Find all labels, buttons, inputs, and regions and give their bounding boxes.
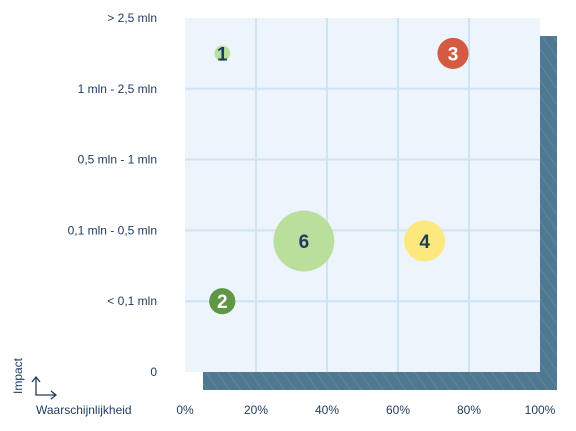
bubble-4 [404, 220, 446, 262]
bubble-2 [209, 288, 236, 315]
plot-area [185, 18, 540, 372]
y-axis-title: Impact [11, 357, 25, 394]
bubble-label-6: 6 [299, 232, 310, 253]
grid-lines [185, 18, 540, 372]
bubble-6 [273, 210, 335, 272]
y-axis-ticks: 0 < 0,1 mln 0,1 mln - 0,5 mln 0,5 mln - 1 m… [68, 11, 158, 379]
y-tick-label: 0,5 mln - 1 mln [78, 153, 157, 167]
axes-arrow-icon [31, 375, 58, 400]
y-tick-label: > 2,5 mln [107, 11, 157, 25]
x-tick-label: 40% [315, 403, 339, 417]
x-tick-label: 100% [525, 403, 556, 417]
bubble-label-2: 2 [217, 292, 228, 313]
y-tick-label: 0,1 mln - 0,5 mln [68, 223, 157, 237]
bubble-label-1: 1 [217, 44, 228, 65]
bubble-label-3: 3 [448, 44, 459, 65]
x-tick-label: 60% [386, 403, 410, 417]
x-axis-title: Waarschijnlijkheid [36, 403, 132, 417]
x-axis-ticks: 0% 20% 40% 60% 80% 100% [176, 403, 555, 417]
x-tick-label: 80% [457, 403, 481, 417]
bubble-label-4: 4 [419, 232, 430, 253]
y-tick-label: 1 mln - 2,5 mln [78, 82, 157, 96]
bubble-1 [214, 45, 231, 62]
x-tick-label: 20% [244, 403, 268, 417]
y-tick-label: < 0,1 mln [107, 294, 157, 308]
bubbles: 1 2 3 4 6 [209, 37, 469, 315]
bubble-3 [437, 37, 469, 69]
x-tick-label: 0% [176, 403, 194, 417]
y-tick-label: 0 [150, 365, 157, 379]
